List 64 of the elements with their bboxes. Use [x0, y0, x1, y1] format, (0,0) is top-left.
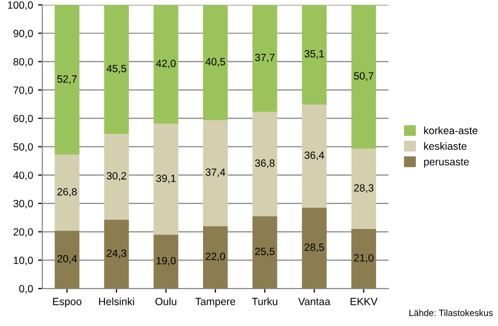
legend-label: keskiaste [424, 142, 466, 150]
data-label: 37,7 [255, 54, 274, 62]
data-label: 52,7 [57, 75, 77, 84]
y-tick-label: 60,0 [14, 114, 33, 124]
bar [351, 148, 376, 229]
x-tick-label: EKKV [350, 298, 378, 306]
bar [154, 124, 178, 235]
legend-label: korkea-aste [424, 126, 478, 134]
bar [203, 5, 228, 120]
x-tick-label: Oulu [155, 298, 176, 306]
x-tick-label: Espoo [53, 298, 82, 308]
data-label: 24,3 [106, 249, 126, 258]
bar [54, 230, 80, 289]
data-label: 30,2 [106, 172, 126, 181]
data-label: 37,4 [206, 168, 226, 178]
data-label: 35,1 [304, 50, 324, 59]
data-label: 26,8 [57, 188, 77, 197]
y-tick-label: 10,0 [14, 256, 33, 266]
bar [154, 234, 178, 289]
data-label: 22,0 [206, 252, 226, 262]
bar [252, 112, 278, 216]
bar [104, 4, 129, 134]
data-label: 19,0 [156, 256, 176, 266]
bar [54, 5, 80, 155]
x-tick-label: Tampere [195, 298, 236, 308]
x-tick-label: Helsinki [99, 298, 134, 306]
y-tick-label: 90,0 [14, 30, 33, 38]
data-label: 36,4 [304, 151, 324, 160]
data-label: 42,0 [156, 60, 176, 68]
bar [302, 208, 327, 289]
data-label: 20,4 [57, 255, 77, 264]
data-label: 28,5 [304, 244, 324, 252]
y-tick-label: 40,0 [13, 172, 33, 180]
bar [302, 4, 327, 104]
bar [203, 226, 228, 289]
y-tick-label: 0,0 [19, 285, 33, 294]
bar [302, 104, 327, 208]
data-label: 25,5 [255, 248, 275, 256]
data-label: 36,8 [255, 159, 275, 168]
bar [252, 216, 278, 289]
x-tick-label: Turku [252, 298, 278, 306]
data-label: 50,7 [354, 72, 374, 81]
legend-label: perusaste [424, 158, 469, 168]
y-tick-label: 50,0 [13, 143, 33, 152]
y-tick-label: 100,0 [8, 1, 33, 10]
data-label: 28,3 [354, 184, 374, 193]
bar [104, 134, 129, 220]
x-tick-label: Vantaa [298, 298, 330, 306]
data-label: 39,1 [156, 174, 176, 184]
bar [104, 220, 129, 289]
text: Lähde: Tilastokeskus [409, 309, 493, 316]
bar [351, 4, 376, 149]
bar [252, 4, 278, 112]
bar [154, 4, 178, 124]
data-label: 21,0 [354, 254, 374, 263]
data-label: 40,5 [205, 58, 226, 67]
data-label: 45,5 [106, 64, 126, 74]
bar [351, 228, 376, 289]
y-tick-label: 80,0 [13, 58, 33, 67]
y-tick-label: 20,0 [14, 228, 33, 237]
bar [203, 120, 228, 226]
y-tick-label: 70,0 [14, 86, 33, 96]
y-tick-label: 30,0 [13, 200, 33, 209]
bar [54, 154, 80, 231]
